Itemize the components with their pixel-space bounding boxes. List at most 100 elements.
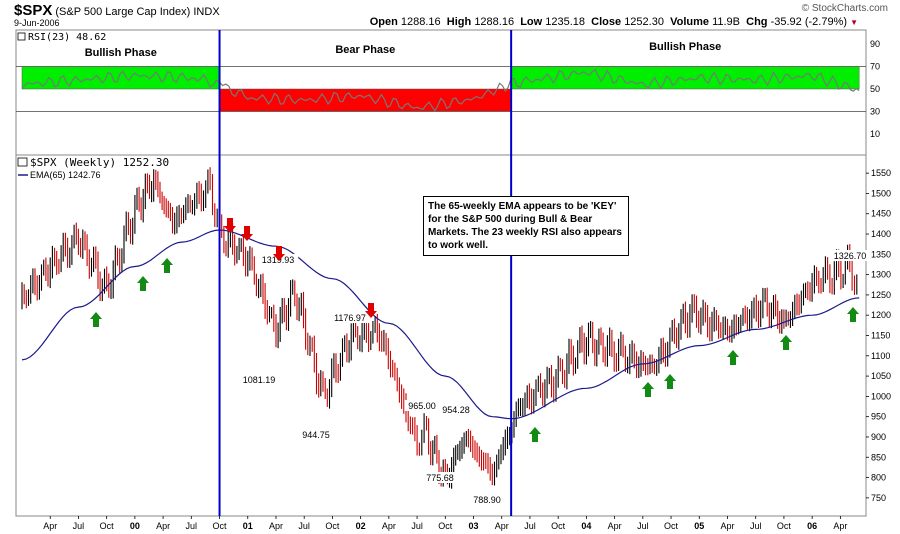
price-legend-series: $SPX (Weekly) 1252.30 bbox=[30, 156, 169, 169]
annotation-bg-5 bbox=[438, 404, 474, 415]
x-tick-label-21: Jul bbox=[637, 521, 649, 531]
open-value: 1288.16 bbox=[400, 16, 441, 28]
buy-arrow-icon-1 bbox=[137, 276, 149, 291]
rsi-phase-band-2 bbox=[510, 66, 860, 90]
price-tick-label-1550: 1550 bbox=[871, 168, 891, 178]
price-tick-label-1000: 1000 bbox=[871, 391, 891, 401]
buy-arrow-icon-2 bbox=[161, 258, 173, 273]
price-tick-label-1400: 1400 bbox=[871, 229, 891, 239]
price-annotation-8: 788.90 bbox=[473, 495, 501, 505]
rsi-tick-label-90: 90 bbox=[870, 39, 880, 49]
price-annotation-0: 1326.70 bbox=[834, 251, 867, 261]
rsi-tick-label-30: 30 bbox=[870, 106, 880, 116]
x-tick-label-8: Apr bbox=[269, 521, 283, 531]
x-tick-label-3: 00 bbox=[130, 521, 140, 531]
volume-label: Volume bbox=[670, 16, 709, 28]
buy-arrow-icon-4 bbox=[642, 382, 654, 397]
price-annotation-1: 1319.93 bbox=[262, 255, 295, 265]
rsi-title: RSI(23) 48.62 bbox=[28, 32, 106, 43]
chg-label: Chg bbox=[746, 16, 768, 28]
annotation-bg-2 bbox=[329, 312, 371, 323]
buy-arrow-icon-5 bbox=[664, 374, 676, 389]
price-annotation-5: 954.28 bbox=[442, 405, 470, 415]
price-annotation-7: 775.68 bbox=[426, 473, 454, 483]
price-tick-label-950: 950 bbox=[871, 412, 886, 422]
ema-legend-label: EMA(65) 1242.76 bbox=[30, 170, 101, 180]
chart-date: 9-Jun-2006 bbox=[14, 18, 60, 28]
x-tick-label-23: 05 bbox=[694, 521, 704, 531]
sell-arrow-icon-1 bbox=[241, 226, 253, 241]
x-tick-label-15: 03 bbox=[469, 521, 479, 531]
open-label: Open bbox=[369, 16, 398, 28]
buy-arrow-icon-6 bbox=[727, 350, 739, 365]
price-annotation-2: 1176.97 bbox=[334, 313, 366, 323]
price-tick-label-900: 900 bbox=[871, 432, 886, 442]
chart-note: The 65-weekly EMA appears to be 'KEY' fo… bbox=[423, 196, 629, 256]
sell-arrow-icon-0 bbox=[224, 218, 236, 233]
price-annotation-3: 1081.19 bbox=[243, 375, 276, 385]
price-annotation-6: 944.75 bbox=[302, 430, 330, 440]
ema-line bbox=[21, 229, 860, 420]
stockcharts-watermark: © StockCharts.com bbox=[801, 3, 888, 14]
phase-label-1: Bear Phase bbox=[335, 44, 395, 56]
low-value: 1235.18 bbox=[545, 16, 586, 28]
chart-symbol: $SPX (S&P 500 Large Cap Index) INDX bbox=[14, 2, 220, 19]
x-tick-label-24: Apr bbox=[720, 521, 734, 531]
x-tick-label-5: Jul bbox=[186, 521, 198, 531]
high-value: 1288.16 bbox=[474, 16, 515, 28]
phase-label-0: Bullish Phase bbox=[85, 47, 157, 59]
x-tick-label-10: Oct bbox=[325, 521, 340, 531]
x-tick-label-11: 02 bbox=[356, 521, 366, 531]
x-tick-label-26: Oct bbox=[777, 521, 792, 531]
buy-arrow-icon-3 bbox=[529, 427, 541, 442]
x-tick-label-4: Apr bbox=[156, 521, 170, 531]
price-tick-label-1100: 1100 bbox=[871, 351, 890, 361]
x-tick-label-28: Apr bbox=[833, 521, 847, 531]
x-tick-label-27: 06 bbox=[807, 521, 817, 531]
x-tick-label-1: Jul bbox=[73, 521, 85, 531]
price-tick-label-850: 850 bbox=[871, 452, 886, 462]
x-tick-label-0: Apr bbox=[43, 521, 57, 531]
buy-arrow-icon-0 bbox=[90, 312, 102, 327]
x-tick-label-7: 01 bbox=[243, 521, 253, 531]
x-tick-label-13: Jul bbox=[411, 521, 423, 531]
buy-arrow-icon-7 bbox=[780, 335, 792, 350]
price-tick-label-1150: 1150 bbox=[871, 331, 890, 341]
x-tick-label-16: Apr bbox=[495, 521, 509, 531]
x-tick-label-14: Oct bbox=[438, 521, 453, 531]
x-tick-label-12: Apr bbox=[382, 521, 396, 531]
x-tick-label-20: Apr bbox=[608, 521, 622, 531]
price-tick-label-1050: 1050 bbox=[871, 371, 891, 381]
quote-summary: Open 1288.16 High 1288.16 Low 1235.18 Cl… bbox=[370, 16, 858, 28]
annotation-bg-6 bbox=[298, 429, 334, 440]
annotation-bg-0 bbox=[829, 250, 871, 261]
high-label: High bbox=[446, 16, 472, 28]
annotation-bg-3 bbox=[238, 374, 280, 385]
rsi-tick-label-70: 70 bbox=[870, 62, 880, 72]
buy-arrow-icon-8 bbox=[847, 307, 859, 322]
price-tick-label-1250: 1250 bbox=[871, 290, 891, 300]
symbol-description: (S&P 500 Large Cap Index) INDX bbox=[55, 6, 220, 18]
rsi-legend-icon bbox=[17, 32, 26, 41]
price-tick-label-1200: 1200 bbox=[871, 310, 891, 320]
rsi-tick-label-10: 10 bbox=[870, 129, 880, 139]
price-tick-label-1350: 1350 bbox=[871, 249, 891, 259]
volume-value: 11.9B bbox=[712, 16, 740, 28]
annotation-bg-4 bbox=[404, 400, 440, 411]
annotation-bg-7 bbox=[422, 472, 458, 483]
x-tick-label-19: 04 bbox=[581, 521, 591, 531]
x-tick-label-6: Oct bbox=[213, 521, 228, 531]
price-tick-label-1300: 1300 bbox=[871, 270, 891, 280]
rsi-line bbox=[21, 68, 860, 112]
price-annotation-4: 965.00 bbox=[408, 401, 436, 411]
x-tick-label-22: Oct bbox=[664, 521, 679, 531]
close-label: Close bbox=[591, 16, 622, 28]
chg-value: -35.92 (-2.79%) bbox=[770, 16, 848, 28]
x-tick-label-17: Jul bbox=[524, 521, 536, 531]
price-tick-label-750: 750 bbox=[871, 493, 886, 503]
low-label: Low bbox=[520, 16, 543, 28]
x-tick-label-2: Oct bbox=[100, 521, 115, 531]
sell-arrow-icon-2 bbox=[273, 246, 285, 261]
x-tick-label-9: Jul bbox=[298, 521, 310, 531]
